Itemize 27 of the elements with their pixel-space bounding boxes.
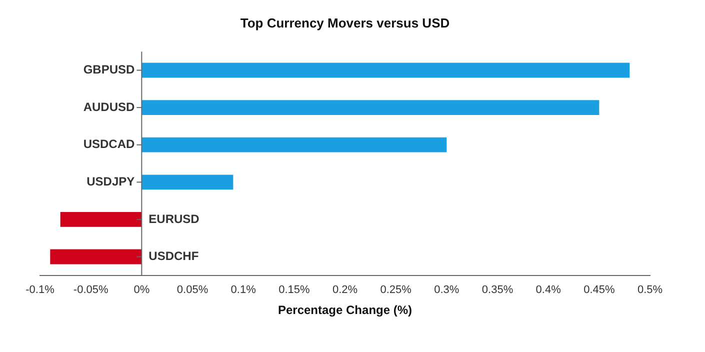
bar — [142, 137, 447, 152]
bar — [142, 62, 630, 78]
x-tick-label: -0.1% — [26, 284, 55, 296]
y-tick-label: GBPUSD — [83, 62, 135, 77]
x-tick-label: -0.05% — [73, 284, 108, 296]
bar — [142, 100, 600, 116]
x-axis-title: Percentage Change (%) — [278, 303, 412, 318]
x-tick-label: 0.1% — [230, 284, 256, 296]
y-tick-label: EURUSD — [148, 212, 200, 226]
x-tick-label: 0% — [134, 284, 150, 296]
x-tick-label: 0.4% — [536, 284, 562, 296]
x-tick-label: 0.05% — [176, 284, 208, 296]
x-tick-label: 0.3% — [434, 284, 460, 296]
y-tick-label: AUDUSD — [83, 100, 135, 114]
x-tick-label: 0.15% — [278, 284, 310, 296]
y-tick-label: USDCHF — [148, 249, 199, 264]
bar — [142, 174, 234, 190]
bar — [60, 212, 142, 227]
x-tick-label: 0.25% — [380, 284, 412, 296]
bar — [50, 249, 142, 264]
y-tick-label: USDJPY — [86, 174, 135, 188]
y-tick-label: USDCAD — [83, 137, 135, 152]
x-tick-label: 0.45% — [584, 284, 615, 296]
chart-title: Top Currency Movers versus USD — [240, 15, 450, 30]
x-tick-label: 0.2% — [332, 284, 358, 296]
x-tick-label: 0.5% — [637, 284, 663, 296]
x-tick-label: 0.35% — [482, 284, 514, 296]
